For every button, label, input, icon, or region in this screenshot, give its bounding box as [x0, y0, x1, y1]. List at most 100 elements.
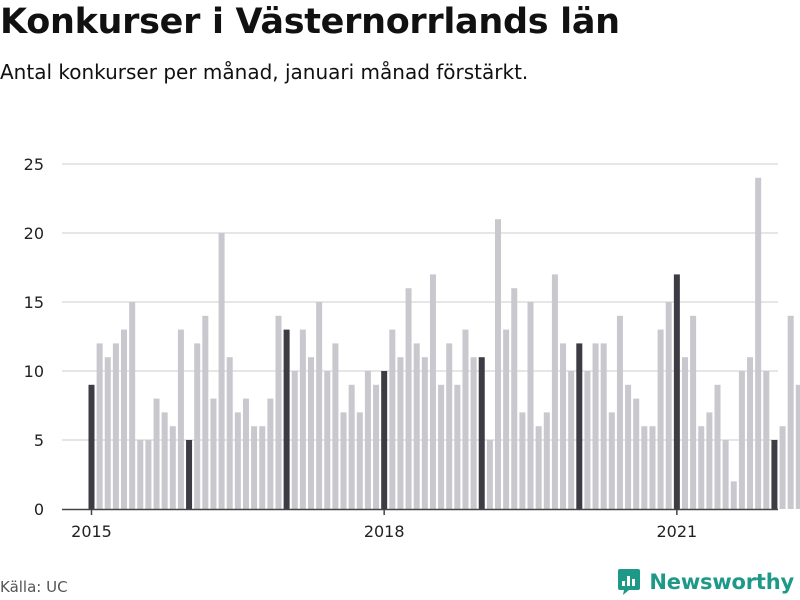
bar: [478, 357, 485, 509]
bar: [633, 398, 640, 509]
bar: [698, 426, 705, 509]
bar: [730, 481, 737, 509]
bar: [584, 371, 591, 509]
bar: [454, 384, 461, 509]
chart-title: Konkurser i Västernorrlands län: [0, 2, 620, 42]
bar: [470, 357, 477, 509]
bar: [543, 412, 550, 509]
bar: [560, 343, 567, 509]
bar: [145, 440, 152, 509]
y-tick-label: 0: [34, 500, 44, 519]
bar: [527, 302, 534, 509]
bar: [486, 440, 493, 509]
bar: [446, 343, 453, 509]
bar: [259, 426, 266, 509]
bar: [234, 412, 241, 509]
bar: [121, 329, 128, 509]
bar: [771, 440, 778, 509]
bar: [177, 329, 184, 509]
bar: [495, 219, 501, 509]
bar: [714, 384, 721, 509]
bar: [364, 371, 371, 509]
bar: [755, 177, 762, 510]
bar: [763, 371, 770, 509]
bar: [738, 371, 745, 509]
bar: [112, 343, 119, 509]
bar: [324, 371, 331, 509]
newsworthy-logo: Newsworthy: [617, 568, 794, 596]
bar: [413, 343, 420, 509]
bar: [641, 426, 648, 509]
bar: [625, 384, 632, 509]
source-note: Källa: UC: [0, 578, 68, 596]
bar: [657, 329, 664, 509]
y-tick-label: 25: [24, 155, 44, 174]
bar: [576, 343, 583, 509]
bar: [316, 302, 323, 509]
bar: [600, 343, 607, 509]
bar: [511, 288, 518, 509]
bar: [356, 412, 363, 509]
y-axis-labels: 0 5 10 15 20 25: [24, 155, 44, 519]
bar: [161, 412, 168, 509]
bar: [722, 440, 729, 509]
bar: [519, 412, 526, 509]
y-tick-label: 5: [34, 431, 44, 450]
bar: [690, 315, 697, 509]
x-tick-label: 2018: [364, 522, 405, 541]
bar: [88, 384, 95, 509]
bar: [429, 274, 436, 509]
x-axis: 2015201820212023: [62, 508, 778, 541]
bar: [649, 426, 656, 509]
bar: [706, 412, 713, 509]
bar: [332, 343, 339, 509]
bar: [405, 288, 412, 509]
bar: [373, 384, 380, 509]
bar: [681, 357, 688, 509]
bar: [462, 329, 469, 509]
bar: [348, 384, 355, 509]
y-tick-label: 10: [24, 362, 44, 381]
chart-subtitle: Antal konkurser per månad, januari månad…: [0, 60, 529, 84]
bar: [438, 384, 445, 509]
bar: [226, 357, 233, 509]
bar: [283, 329, 290, 509]
bar: [299, 329, 306, 509]
bar: [592, 343, 599, 509]
bar: [291, 371, 298, 509]
bar: [795, 384, 800, 509]
bar: [202, 315, 209, 509]
bar: [210, 398, 217, 509]
bar: [251, 426, 258, 509]
brand-name: Newsworthy: [649, 570, 794, 594]
bar: [389, 329, 396, 509]
bar: [421, 357, 428, 509]
bar: [608, 412, 615, 509]
bar: [673, 274, 680, 509]
bars: [88, 177, 800, 510]
bar: [186, 440, 193, 509]
bar: [137, 440, 144, 509]
bar: [129, 302, 136, 509]
bar: [104, 357, 111, 509]
x-tick-label: 2015: [71, 522, 112, 541]
bar: [779, 426, 786, 509]
bar: [153, 398, 160, 509]
bar: [308, 357, 315, 509]
bar: [340, 412, 347, 509]
bar: [397, 357, 404, 509]
bar: [194, 343, 201, 509]
y-tick-label: 20: [24, 224, 44, 243]
bar: [535, 426, 542, 509]
bar: [551, 274, 558, 509]
bar: [503, 329, 510, 509]
y-tick-label: 15: [24, 293, 44, 312]
bar: [218, 233, 225, 509]
bar: [616, 315, 623, 509]
bar: [568, 371, 575, 509]
bar: [169, 426, 176, 509]
bar: [665, 302, 672, 509]
bar: [96, 343, 103, 509]
bar: [275, 315, 282, 509]
